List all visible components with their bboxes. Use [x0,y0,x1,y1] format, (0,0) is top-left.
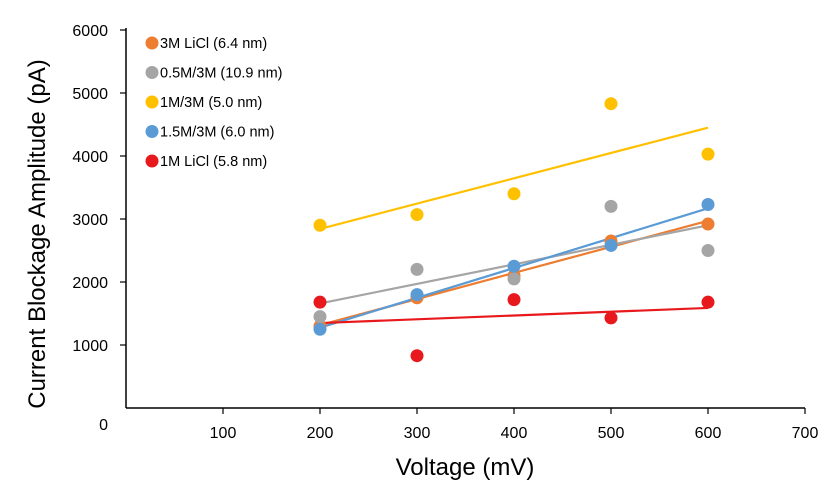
data-point-series-3 [507,187,521,201]
data-point-series-5 [313,295,327,309]
x-tick-label: 300 [404,425,431,442]
legend-label: 1M/3M (5.0 nm) [160,95,262,111]
data-point-series-5 [604,311,618,325]
data-point-series-5 [507,293,521,307]
legend-label: 1M LiCl (5.8 nm) [160,154,267,170]
data-point-series-4 [507,259,521,273]
data-point-series-3 [313,218,327,232]
axes [120,28,806,414]
trendline-series-3 [319,126,709,231]
data-point-series-2 [313,310,327,324]
data-points [313,97,715,363]
y-tick-label: 1000 [72,338,108,355]
legend-marker [145,36,159,50]
y-tick-label: 5000 [72,86,108,103]
tick-labels: 100 200 300 400 500 600 700 0 1000 2000 3000 4000 50… [72,23,818,442]
y-tick-label: 2000 [72,275,108,292]
trendline-series-5 [319,306,709,325]
x-tick-label: 700 [792,425,819,442]
data-point-series-2 [410,262,424,276]
x-tick-label: 100 [210,425,237,442]
data-point-series-2 [701,244,715,257]
legend-label: 3M LiCl (6.4 nm) [160,36,267,52]
data-point-series-3 [604,97,618,111]
y-tick-label: 6000 [72,23,108,40]
data-point-series-1 [701,217,715,231]
legend-marker [145,125,159,138]
legend-label: 0.5M/3M (10.9 nm) [160,66,283,82]
x-tick-label: 500 [598,425,625,442]
data-point-series-4 [410,288,424,302]
data-point-series-4 [313,322,327,336]
data-point-series-3 [410,208,424,222]
x-tick-label: 400 [501,425,528,442]
y-tick-label: 3000 [72,212,108,229]
y-tick-label: 4000 [72,149,108,166]
y-tick-label: 0 [99,417,108,434]
y-axis-title: Current Blockage Amplitude (pA) [24,59,51,409]
legend-marker [145,154,159,168]
data-point-series-4 [604,238,618,252]
data-point-series-3 [701,147,715,161]
data-point-series-2 [507,272,521,286]
x-tick-label: 600 [695,425,722,442]
legend: 3M LiCl (6.4 nm) 0.5M/3M (10.9 nm) 1M/3M (… [145,36,283,170]
x-tick-label: 200 [307,425,334,442]
data-point-series-5 [410,349,424,363]
legend-marker [145,66,159,79]
legend-label: 1.5M/3M (6.0 nm) [160,125,274,141]
legend-marker [145,95,159,109]
x-axis-title: Voltage (mV) [396,454,535,481]
data-point-series-4 [701,198,715,212]
data-point-series-5 [701,295,715,309]
data-point-series-2 [604,199,618,213]
